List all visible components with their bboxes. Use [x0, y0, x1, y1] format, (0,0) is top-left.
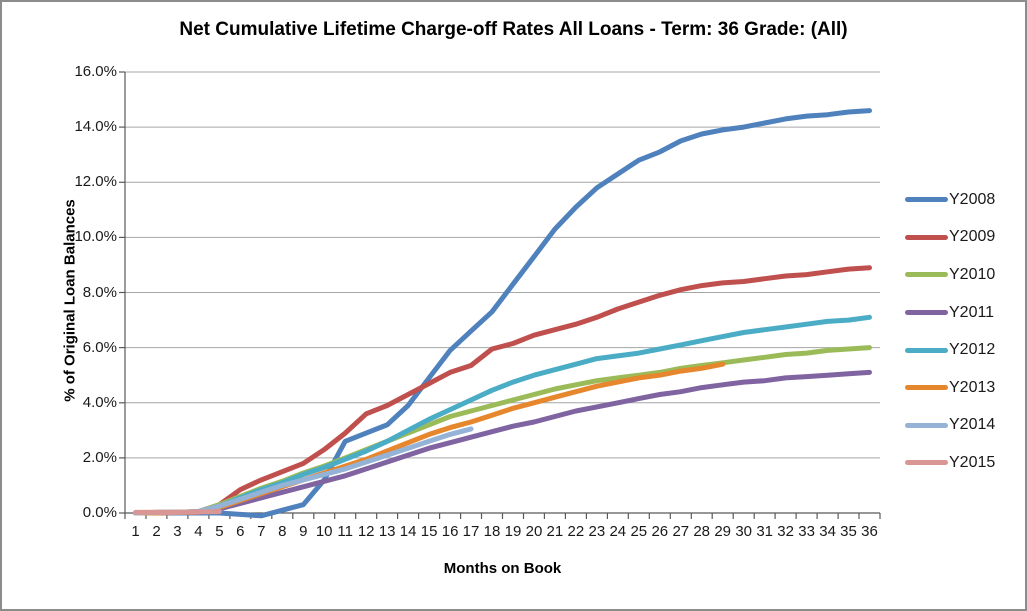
series-line-y2008: [133, 108, 872, 519]
x-tick-label: 28: [693, 523, 711, 540]
x-tick-label: 3: [173, 523, 182, 540]
legend-item-y2008: Y2008: [905, 181, 1025, 219]
legend-marker-y2009: [905, 234, 948, 240]
x-tick-label: 8: [278, 523, 287, 540]
series-line-y2015: [133, 509, 222, 515]
x-tick-label: 9: [299, 523, 308, 540]
legend-label: Y2015: [949, 453, 996, 471]
x-tick-label: 30: [735, 523, 753, 540]
x-tick-label: 24: [609, 523, 627, 540]
x-tick-label: 32: [777, 523, 794, 540]
x-tick-label: 19: [504, 523, 522, 540]
legend-marker-y2011: [905, 310, 948, 316]
y-tick-label: 4.0%: [82, 393, 117, 411]
legend-item-y2013: Y2013: [905, 369, 1025, 407]
legend-item-y2014: Y2014: [905, 407, 1025, 445]
y-tick-label: 16.0%: [74, 63, 117, 80]
y-tick-label: 2.0%: [82, 448, 117, 466]
series-line-y2009: [133, 265, 872, 516]
x-tick-label: 35: [840, 523, 857, 540]
x-tick-label: 15: [420, 523, 438, 540]
y-tick-label: 14.0%: [74, 118, 117, 136]
legend-marker-y2013: [905, 385, 948, 391]
y-tick-label: 10.0%: [74, 228, 117, 246]
x-tick-label: 25: [630, 523, 648, 540]
x-tick-label: 36: [861, 523, 878, 540]
legend-label: Y2009: [949, 228, 996, 246]
legend-marker-y2008: [905, 197, 948, 203]
x-tick-label: 16: [441, 523, 459, 540]
legend-marker-y2014: [905, 422, 948, 428]
x-tick-label: 23: [588, 523, 606, 540]
legend-marker-y2010: [905, 272, 948, 278]
x-tick-label: 17: [462, 523, 480, 540]
x-tick-label: 33: [798, 523, 815, 540]
legend-marker-y2015: [905, 460, 948, 466]
x-tick-label: 21: [546, 523, 564, 540]
legend-label: Y2011: [949, 303, 995, 321]
legend-item-y2011: Y2011: [905, 294, 1025, 332]
x-tick-label: 11: [337, 523, 353, 540]
x-tick-label: 4: [194, 523, 203, 540]
legend-label: Y2014: [949, 416, 996, 434]
legend-marker-y2012: [905, 347, 948, 353]
x-tick-label: 29: [714, 523, 732, 540]
x-tick-label: 7: [257, 523, 266, 540]
x-tick-label: 6: [236, 523, 245, 540]
x-axis-title: Months on Book: [443, 560, 562, 577]
x-tick-label: 34: [819, 523, 836, 540]
x-tick-label: 1: [131, 523, 140, 540]
x-tick-label: 31: [756, 523, 774, 540]
legend: Y2008 Y2009 Y2010 Y2011 Y2012 Y2013 Y2014 Y2015: [905, 181, 1025, 482]
legend-item-y2009: Y2009: [905, 219, 1025, 257]
y-tick-label: 6.0%: [82, 338, 117, 356]
x-tick-label: 13: [378, 523, 396, 540]
x-tick-label: 10: [315, 523, 333, 540]
y-tick-label: 0.0%: [82, 504, 117, 521]
legend-label: Y2013: [949, 378, 996, 396]
chart-title: Net Cumulative Lifetime Charge-off Rates…: [179, 19, 848, 40]
y-tick-label: 12.0%: [74, 173, 117, 191]
legend-item-y2015: Y2015: [905, 444, 1025, 482]
x-tick-label: 2: [152, 523, 161, 540]
x-tick-label: 20: [525, 523, 543, 540]
legend-label: Y2010: [949, 265, 996, 283]
legend-item-y2012: Y2012: [905, 331, 1025, 369]
legend-item-y2010: Y2010: [905, 256, 1025, 294]
y-tick-label: 8.0%: [82, 283, 117, 301]
legend-label: Y2012: [949, 341, 996, 359]
legend-label: Y2008: [949, 190, 996, 208]
x-tick-label: 14: [399, 523, 417, 540]
x-tick-label: 26: [651, 523, 669, 540]
x-tick-label: 12: [357, 523, 375, 540]
x-tick-label: 18: [483, 523, 501, 540]
x-tick-label: 5: [215, 523, 224, 540]
series-line-y2011: [133, 369, 872, 516]
x-tick-label: 27: [672, 523, 690, 540]
x-tick-label: 22: [567, 523, 585, 540]
series-line-y2013: [133, 361, 726, 516]
